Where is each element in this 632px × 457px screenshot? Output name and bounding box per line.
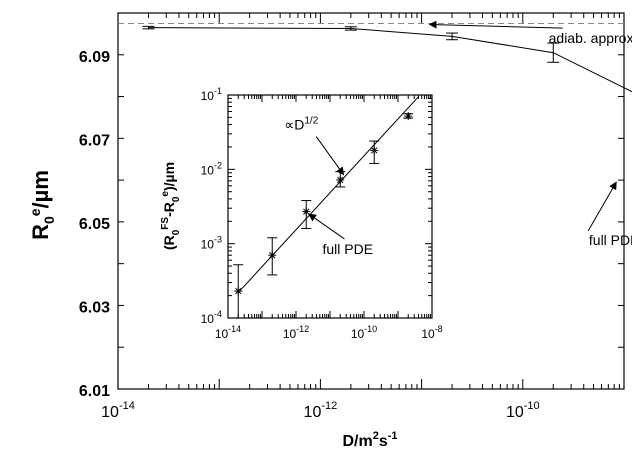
full-pde-annotation: full PDE <box>589 232 632 248</box>
inset-y-axis-label: (R0FS-R0e)/µm <box>160 162 182 250</box>
inset-data-point <box>369 140 380 164</box>
inset-x-ticks: 10-14 10-12 10-10 10-8 <box>215 95 443 341</box>
inset-data-point <box>267 237 278 276</box>
main-x-tick-label: 10-12 <box>304 400 338 421</box>
adiabatic-annotation-arrow <box>428 20 563 29</box>
inset-x-tick-label: 10-14 <box>215 324 241 341</box>
main-y-tick-label: 6.07 <box>79 132 110 149</box>
main-y-axis-label: R0e/µm <box>27 170 57 240</box>
inset-x-tick-label: 10-10 <box>351 324 377 341</box>
inset-power-law-line <box>237 96 419 293</box>
main-y-tick-label: 6.01 <box>79 383 110 400</box>
main-x-tick-label: 10-14 <box>101 400 135 421</box>
main-y-ticks: 6.01 6.03 6.05 6.07 6.09 <box>79 12 624 400</box>
main-error-bar <box>446 32 459 41</box>
inset-y-tick-label: 10-2 <box>201 160 222 177</box>
inset-data-points <box>233 112 414 318</box>
main-y-tick-label: 6.03 <box>79 299 110 316</box>
inset-data-point <box>233 264 244 318</box>
sqrt-scaling-annotation: ∝D1/2 <box>284 116 318 133</box>
inset-data-point <box>301 200 312 229</box>
sqrt-annotation-arrow <box>315 136 345 176</box>
inset-full-pde-annotation-arrow <box>308 213 345 240</box>
main-x-ticks: 10-14 10-12 10-10 <box>101 13 625 421</box>
main-x-tick-label: 10-10 <box>506 400 540 421</box>
inset-full-pde-annotation: full PDE <box>322 241 373 257</box>
main-plot-frame <box>117 12 625 390</box>
inset-data-point <box>403 112 414 121</box>
inset-y-tick-label: 10-4 <box>201 309 222 326</box>
inset-plot: 10-14 10-12 10-10 10-8 10-4 10-3 10-2 10-1 (R0… <box>160 86 443 341</box>
inset-data-point <box>335 171 346 188</box>
main-plot: 10-14 10-12 10-10 6.01 6.03 6.05 6.07 6.09 D/m… <box>27 12 632 450</box>
main-y-tick-label: 6.09 <box>79 49 110 66</box>
inset-plot-frame <box>227 94 433 319</box>
main-y-tick-label: 6.05 <box>79 216 110 233</box>
main-error-bars <box>142 25 560 63</box>
inset-x-tick-label: 10-12 <box>283 324 309 341</box>
inset-y-ticks: 10-4 10-3 10-2 10-1 <box>201 86 432 326</box>
inset-x-tick-label: 10-8 <box>421 324 442 341</box>
main-error-bar <box>547 42 560 63</box>
adiabatic-approx-annotation: adiab. approx. <box>549 30 632 46</box>
full-pde-annotation-arrow <box>587 181 617 232</box>
main-error-bar <box>344 26 357 31</box>
inset-y-tick-label: 10-1 <box>201 86 222 103</box>
main-error-bar <box>142 25 155 30</box>
inset-y-tick-label: 10-3 <box>201 235 222 252</box>
main-x-axis-label: D/m2s-1 <box>342 430 397 450</box>
